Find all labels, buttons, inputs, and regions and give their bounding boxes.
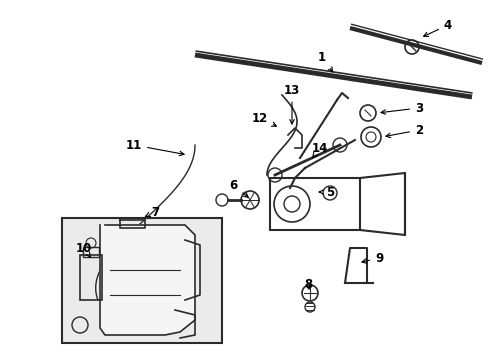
Polygon shape — [100, 225, 195, 335]
Text: 5: 5 — [319, 185, 333, 198]
Bar — [80, 255, 102, 300]
Bar — [62, 218, 222, 343]
Text: 11: 11 — [125, 139, 183, 156]
Text: 4: 4 — [423, 18, 451, 36]
Text: 12: 12 — [251, 112, 276, 126]
Text: 9: 9 — [361, 252, 383, 265]
Text: 2: 2 — [385, 123, 422, 138]
Text: 1: 1 — [317, 50, 332, 72]
Text: 3: 3 — [380, 102, 422, 114]
Bar — [269, 178, 359, 230]
Text: 13: 13 — [284, 84, 300, 124]
Text: 8: 8 — [303, 279, 311, 292]
Text: 14: 14 — [311, 141, 327, 157]
Text: 7: 7 — [145, 206, 159, 219]
Text: 10: 10 — [76, 242, 92, 257]
Text: 6: 6 — [229, 179, 247, 197]
Bar — [83, 247, 99, 257]
